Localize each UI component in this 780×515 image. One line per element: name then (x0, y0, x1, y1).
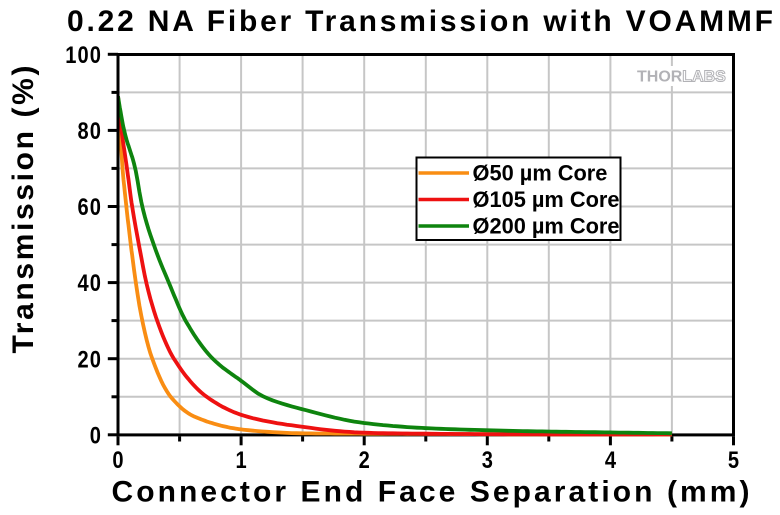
svg-text:3: 3 (482, 446, 493, 473)
svg-text:0: 0 (112, 446, 123, 473)
svg-text:LABS: LABS (682, 69, 726, 86)
svg-text:Ø200 µm Core: Ø200 µm Core (473, 214, 620, 239)
svg-text:THOR: THOR (637, 69, 683, 86)
svg-text:1: 1 (236, 446, 247, 473)
svg-text:20: 20 (78, 345, 102, 372)
svg-text:4: 4 (605, 446, 617, 473)
svg-text:0: 0 (90, 422, 102, 449)
svg-text:60: 60 (78, 193, 102, 220)
svg-text:40: 40 (78, 269, 102, 296)
svg-text:Ø105 µm Core: Ø105 µm Core (473, 187, 620, 212)
svg-text:80: 80 (78, 117, 102, 144)
svg-text:0.22 NA Fiber Transmission wit: 0.22 NA Fiber Transmission with VOAMMF (67, 5, 773, 38)
svg-text:2: 2 (359, 446, 370, 473)
svg-text:Ø50 µm Core: Ø50 µm Core (473, 161, 608, 186)
svg-text:Transmission (%): Transmission (%) (7, 66, 40, 354)
svg-text:100: 100 (65, 41, 102, 68)
svg-text:5: 5 (728, 446, 739, 473)
